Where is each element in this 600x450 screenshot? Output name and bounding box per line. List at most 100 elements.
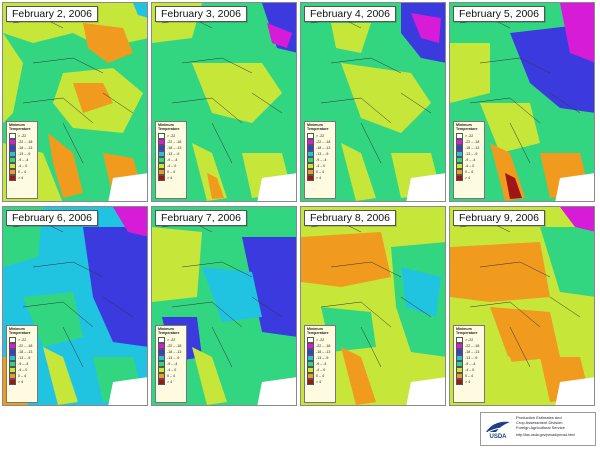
legend-swatch xyxy=(307,157,314,163)
badge-line: Production Estimates and xyxy=(516,415,562,420)
legend-title: Minimum Temperature xyxy=(9,123,31,131)
legend-swatch xyxy=(9,139,16,145)
legend-label: > 4 xyxy=(465,380,471,384)
badge-url[interactable]: http://fas.usda.gov/pecad/pecad.html xyxy=(516,433,575,437)
date-label: February 4, 2006 xyxy=(304,6,396,22)
legend-label: > 4 xyxy=(465,176,471,180)
legend-swatch xyxy=(9,169,16,175)
temperature-legend: Minimum Temperature > -22 -22 – -18 -18 – -… xyxy=(155,121,187,199)
legend-swatch xyxy=(9,145,16,151)
legend-entry: -22 – -18 xyxy=(307,343,333,349)
legend-swatch xyxy=(9,151,16,157)
map-panel-feb-6: February 6, 2006 Minimum Temperature > -2… xyxy=(2,206,148,406)
legend-swatch xyxy=(456,139,463,145)
legend-swatch xyxy=(9,349,16,355)
legend-label: -9 – -4 xyxy=(18,158,29,162)
legend-entry: 0 – 4 xyxy=(158,169,184,175)
legend-swatch xyxy=(307,169,314,175)
date-label: February 8, 2006 xyxy=(304,210,396,226)
legend-label: -18 – -13 xyxy=(316,146,331,150)
legend-label: -22 – -18 xyxy=(465,140,480,144)
legend-entry: > 4 xyxy=(158,175,184,181)
legend-label: -13 – -9 xyxy=(18,356,31,360)
legend-label: -9 – -4 xyxy=(465,362,476,366)
legend-label: -13 – -9 xyxy=(465,356,478,360)
date-label: February 2, 2006 xyxy=(6,6,98,22)
legend-swatch xyxy=(456,169,463,175)
legend-label: 0 – 4 xyxy=(18,170,26,174)
legend-rows: > -22 -22 – -18 -18 – -13 -13 – -9 -9 – -4 -4… xyxy=(456,133,482,181)
legend-entry: > -22 xyxy=(9,133,35,139)
usda-logo: USDA xyxy=(483,415,513,441)
legend-entry: > 4 xyxy=(9,175,35,181)
legend-swatch xyxy=(307,151,314,157)
legend-label: -18 – -13 xyxy=(18,146,33,150)
temperature-legend: Minimum Temperature > -22 -22 – -18 -18 – -… xyxy=(6,325,38,403)
legend-entry: > -22 xyxy=(158,133,184,139)
legend-entry: -22 – -18 xyxy=(9,343,35,349)
legend-label: > 4 xyxy=(18,380,24,384)
legend-swatch xyxy=(9,373,16,379)
temperature-legend: Minimum Temperature > -22 -22 – -18 -18 – -… xyxy=(304,121,336,199)
legend-label: > -22 xyxy=(465,134,474,138)
temperature-map xyxy=(152,207,296,405)
legend-swatch xyxy=(9,367,16,373)
legend-label: -22 – -18 xyxy=(316,140,331,144)
legend-label: -4 – 0 xyxy=(18,368,28,372)
legend-swatch xyxy=(158,175,165,181)
legend-swatch xyxy=(9,343,16,349)
legend-entry: -22 – -18 xyxy=(456,139,482,145)
legend-swatch xyxy=(158,151,165,157)
legend-label: -4 – 0 xyxy=(167,164,177,168)
legend-swatch xyxy=(456,343,463,349)
legend-label: > 4 xyxy=(316,380,322,384)
legend-label: -13 – -9 xyxy=(167,356,180,360)
legend-entry: -22 – -18 xyxy=(158,343,184,349)
date-label: February 6, 2006 xyxy=(6,210,98,226)
legend-label: 0 – 4 xyxy=(316,374,324,378)
legend-label: 0 – 4 xyxy=(465,170,473,174)
legend-entry: > -22 xyxy=(158,337,184,343)
legend-label: -18 – -13 xyxy=(465,350,480,354)
legend-label: -4 – 0 xyxy=(167,368,177,372)
legend-swatch xyxy=(158,145,165,151)
legend-entry: -9 – -4 xyxy=(9,157,35,163)
legend-entry: -4 – 0 xyxy=(307,367,333,373)
legend-entry: > -22 xyxy=(307,133,333,139)
legend-swatch xyxy=(456,163,463,169)
date-label: February 3, 2006 xyxy=(155,6,247,22)
legend-label: 0 – 4 xyxy=(316,170,324,174)
legend-label: -4 – 0 xyxy=(465,164,475,168)
legend-entry: -9 – -4 xyxy=(456,157,482,163)
legend-label: -4 – 0 xyxy=(465,368,475,372)
legend-swatch xyxy=(307,175,314,181)
legend-swatch xyxy=(158,337,165,343)
legend-entry: > -22 xyxy=(307,337,333,343)
legend-entry: 0 – 4 xyxy=(456,373,482,379)
legend-label: -13 – -9 xyxy=(316,152,329,156)
legend-entry: -18 – -13 xyxy=(158,349,184,355)
temperature-legend: Minimum Temperature > -22 -22 – -18 -18 – -… xyxy=(6,121,38,199)
legend-entry: -22 – -18 xyxy=(307,139,333,145)
legend-label: > 4 xyxy=(316,176,322,180)
legend-entry: -18 – -13 xyxy=(456,349,482,355)
map-panel-feb-2: February 2, 2006 Minimum Temperature > -2… xyxy=(2,2,148,202)
legend-rows: > -22 -22 – -18 -18 – -13 -13 – -9 -9 – -4 -4… xyxy=(456,337,482,385)
legend-title: Minimum Temperature xyxy=(307,123,329,131)
legend-title: Minimum Temperature xyxy=(456,327,478,335)
legend-label: 0 – 4 xyxy=(18,374,26,378)
legend-label: -9 – -4 xyxy=(167,362,178,366)
legend-label: -18 – -13 xyxy=(167,350,182,354)
legend-label: -9 – -4 xyxy=(167,158,178,162)
temperature-legend: Minimum Temperature > -22 -22 – -18 -18 – -… xyxy=(155,325,187,403)
legend-swatch xyxy=(158,361,165,367)
legend-swatch xyxy=(158,169,165,175)
legend-rows: > -22 -22 – -18 -18 – -13 -13 – -9 -9 – -4 -4… xyxy=(9,133,35,181)
temperature-legend: Minimum Temperature > -22 -22 – -18 -18 – -… xyxy=(304,325,336,403)
legend-label: 0 – 4 xyxy=(465,374,473,378)
legend-swatch xyxy=(158,133,165,139)
legend-label: -22 – -18 xyxy=(465,344,480,348)
legend-swatch xyxy=(9,337,16,343)
legend-swatch xyxy=(456,349,463,355)
legend-label: -22 – -18 xyxy=(167,344,182,348)
